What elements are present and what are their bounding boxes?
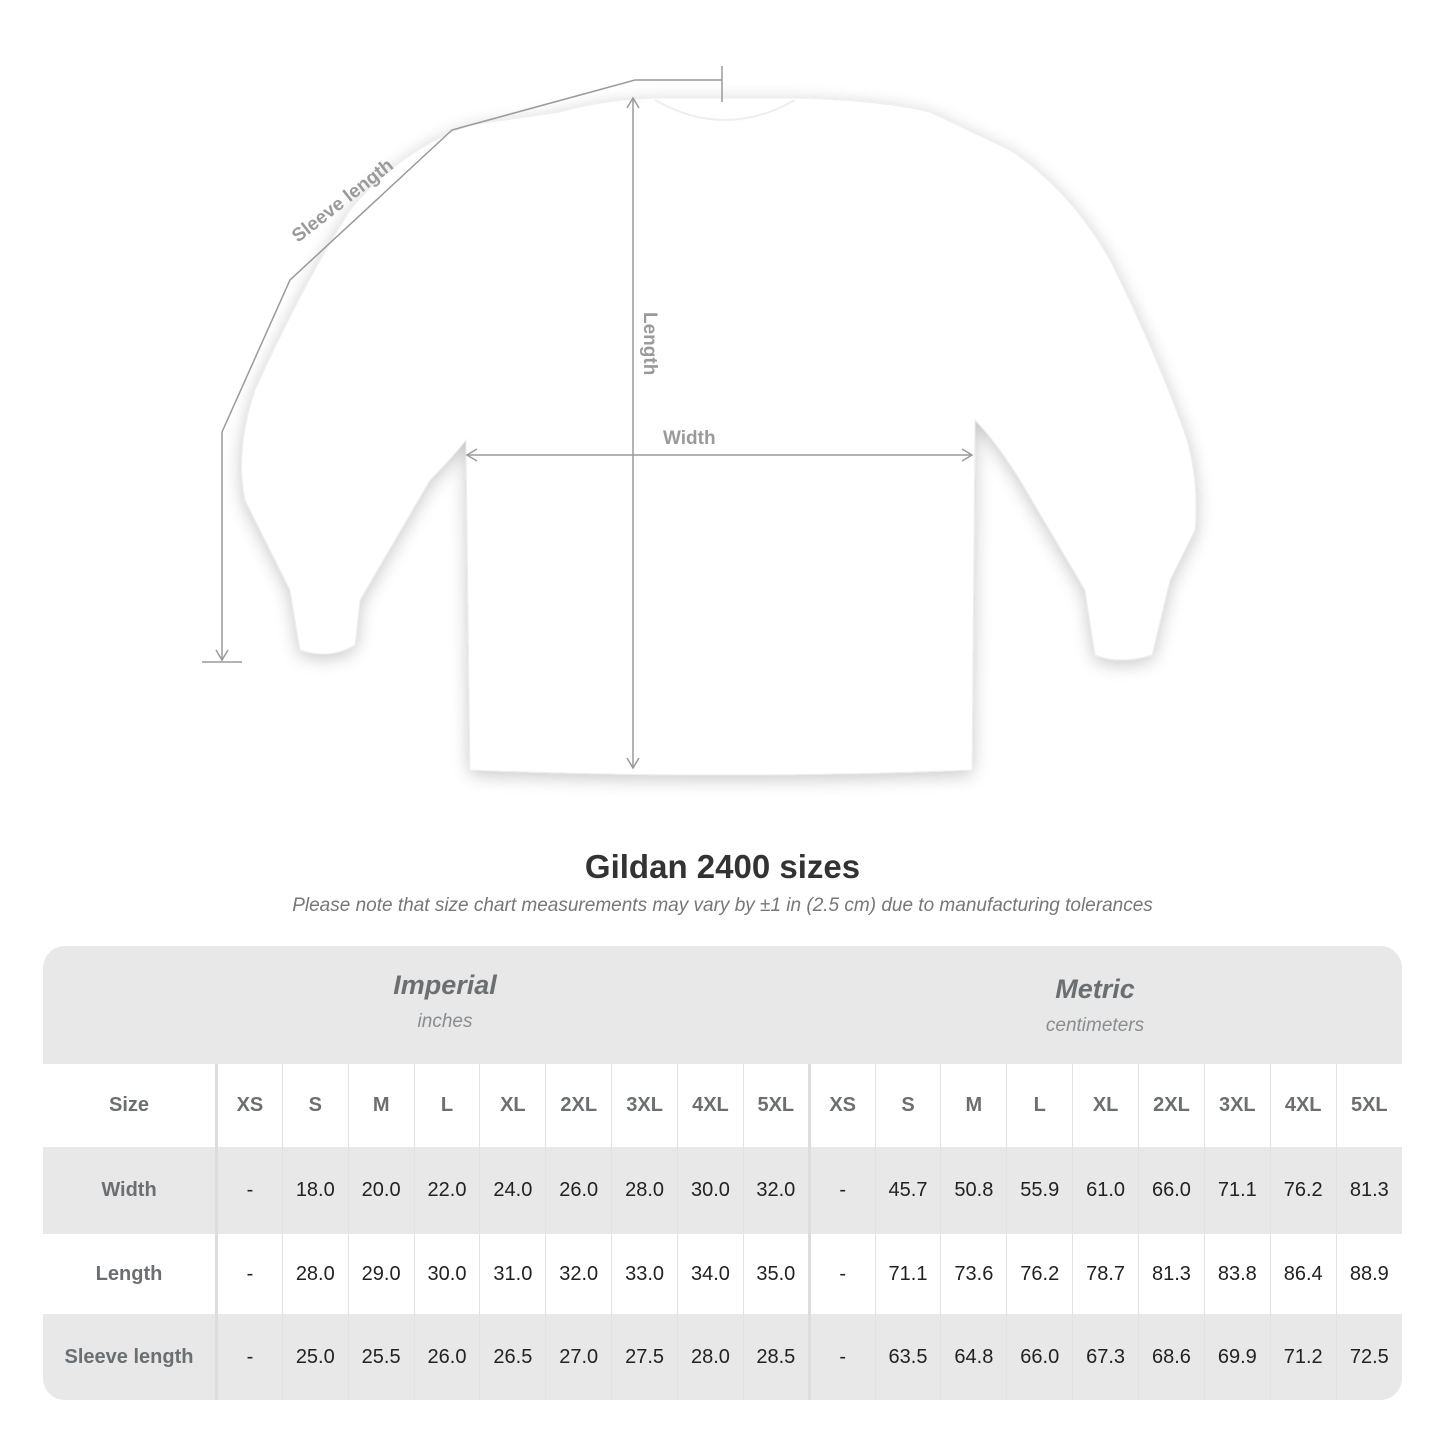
metric-size-4xl: 4XL: [1269, 1064, 1337, 1147]
tolerance-note: Please note that size chart measurements…: [292, 895, 1153, 916]
imperial-value-cell: 35.0: [742, 1234, 810, 1314]
metric-value-cell: 64.8: [940, 1314, 1007, 1400]
size-table: Imperial inches Metric centimeters Size X…: [43, 946, 1402, 1400]
imperial-value-cell: 32.0: [545, 1234, 612, 1314]
shirt-diagram: Sleeve length Length Width: [202, 66, 1197, 776]
metric-value-cell: 73.6: [940, 1234, 1007, 1314]
imperial-value-cell: -: [216, 1234, 283, 1314]
metric-value-cell: 83.8: [1203, 1234, 1271, 1314]
metric-value-cell: 68.6: [1138, 1314, 1205, 1400]
imperial-value-cell: 28.0: [677, 1314, 744, 1400]
imperial-value-cell: 28.0: [611, 1147, 678, 1234]
metric-value-cell: 61.0: [1072, 1147, 1139, 1234]
imperial-size-xl: XL: [479, 1064, 546, 1147]
long-sleeve-shirt: [241, 97, 1197, 776]
imperial-value-cell: 26.0: [413, 1314, 480, 1400]
metric-size-3xl: 3XL: [1203, 1064, 1271, 1147]
metric-value-cell: 45.7: [874, 1147, 941, 1234]
imperial-value-cell: 25.0: [281, 1314, 349, 1400]
metric-value-cell: 76.2: [1006, 1234, 1073, 1314]
table-row: Sleeve length -25.0 25.5 26.0 26.5 27.0 27.5 28…: [43, 1314, 1402, 1400]
imperial-value-cell: 27.0: [545, 1314, 612, 1400]
metric-value-cell: 72.5: [1335, 1314, 1402, 1400]
metric-value-cell: -: [807, 1234, 876, 1314]
metric-size-s: S: [874, 1064, 941, 1147]
metric-size-2xl: 2XL: [1138, 1064, 1205, 1147]
row-label: Sleeve length: [43, 1314, 218, 1400]
imperial-unit: inches: [417, 1011, 473, 1032]
imperial-size-xs: XS: [216, 1064, 283, 1147]
imperial-value-cell: 30.0: [413, 1234, 480, 1314]
imperial-value-cell: -: [216, 1314, 283, 1400]
imperial-size-2xl: 2XL: [545, 1064, 612, 1147]
metric-value-cell: 71.1: [1203, 1147, 1271, 1234]
imperial-value-cell: -: [216, 1147, 283, 1234]
metric-unit: centimeters: [1045, 1015, 1145, 1036]
imperial-value-cell: 30.0: [677, 1147, 744, 1234]
table-row: Width -18.0 20.0 22.0 24.0 26.0 28.0 30.0 32.0-4…: [43, 1147, 1402, 1234]
metric-value-cell: 81.3: [1138, 1234, 1205, 1314]
metric-value-cell: 63.5: [874, 1314, 941, 1400]
chart-title: Gildan 2400 sizes: [584, 848, 861, 885]
metric-value-cell: 81.3: [1335, 1147, 1402, 1234]
metric-size-xs: XS: [807, 1064, 876, 1147]
length-label: Length: [639, 312, 660, 375]
imperial-value-cell: 25.5: [347, 1314, 415, 1400]
imperial-value-cell: 28.0: [281, 1234, 349, 1314]
imperial-size-l: L: [413, 1064, 480, 1147]
imperial-value-cell: 31.0: [479, 1234, 546, 1314]
imperial-value-cell: 29.0: [347, 1234, 415, 1314]
metric-size-m: M: [940, 1064, 1007, 1147]
metric-value-cell: 86.4: [1269, 1234, 1337, 1314]
table-row: Length -28.0 29.0 30.0 31.0 32.0 33.0 34.0 35.0-…: [43, 1234, 1402, 1314]
imperial-value-cell: 32.0: [742, 1147, 810, 1234]
imperial-value-cell: 34.0: [677, 1234, 744, 1314]
imperial-title: Imperial: [393, 970, 497, 1000]
metric-value-cell: 55.9: [1006, 1147, 1073, 1234]
imperial-value-cell: 20.0: [347, 1147, 415, 1234]
imperial-size-3xl: 3XL: [611, 1064, 678, 1147]
width-label: Width: [663, 428, 716, 449]
imperial-size-4xl: 4XL: [677, 1064, 744, 1147]
imperial-size-m: M: [347, 1064, 415, 1147]
metric-value-cell: 66.0: [1006, 1314, 1073, 1400]
metric-value-cell: 78.7: [1072, 1234, 1139, 1314]
imperial-value-cell: 22.0: [413, 1147, 480, 1234]
size-grid: Size XS S M L XL 2XL 3XL 4XL 5XL XS S M L XL 2XL 3XL 4XL 5…: [43, 1064, 1402, 1400]
imperial-value-cell: 28.5: [742, 1314, 810, 1400]
metric-value-cell: -: [807, 1314, 876, 1400]
imperial-value-cell: 18.0: [281, 1147, 349, 1234]
metric-header: Metric centimeters: [865, 974, 1325, 1037]
imperial-size-s: S: [281, 1064, 349, 1147]
metric-size-xl: XL: [1072, 1064, 1139, 1147]
metric-size-5xl: 5XL: [1335, 1064, 1402, 1147]
sleeve-length-line: [221, 79, 722, 660]
metric-value-cell: 66.0: [1138, 1147, 1205, 1234]
row-label: Length: [43, 1234, 218, 1314]
metric-value-cell: 69.9: [1203, 1314, 1271, 1400]
metric-title: Metric: [1055, 974, 1135, 1004]
imperial-size-5xl: 5XL: [742, 1064, 810, 1147]
size-label: Size: [43, 1064, 218, 1147]
neckline: [654, 99, 796, 121]
metric-value-cell: 67.3: [1072, 1314, 1139, 1400]
row-label: Width: [43, 1147, 218, 1234]
imperial-value-cell: 26.5: [479, 1314, 546, 1400]
metric-value-cell: 71.1: [874, 1234, 941, 1314]
size-header-row: Size XS S M L XL 2XL 3XL 4XL 5XL XS S M L XL 2XL 3XL 4XL 5…: [43, 1064, 1402, 1147]
imperial-header: Imperial inches: [215, 970, 675, 1033]
imperial-value-cell: 26.0: [545, 1147, 612, 1234]
imperial-value-cell: 27.5: [611, 1314, 678, 1400]
measurement-lines: [202, 66, 974, 770]
metric-value-cell: 88.9: [1335, 1234, 1402, 1314]
metric-value-cell: 76.2: [1269, 1147, 1337, 1234]
metric-size-l: L: [1006, 1064, 1073, 1147]
imperial-value-cell: 24.0: [479, 1147, 546, 1234]
metric-value-cell: 50.8: [940, 1147, 1007, 1234]
imperial-value-cell: 33.0: [611, 1234, 678, 1314]
metric-value-cell: -: [807, 1147, 876, 1234]
metric-value-cell: 71.2: [1269, 1314, 1337, 1400]
